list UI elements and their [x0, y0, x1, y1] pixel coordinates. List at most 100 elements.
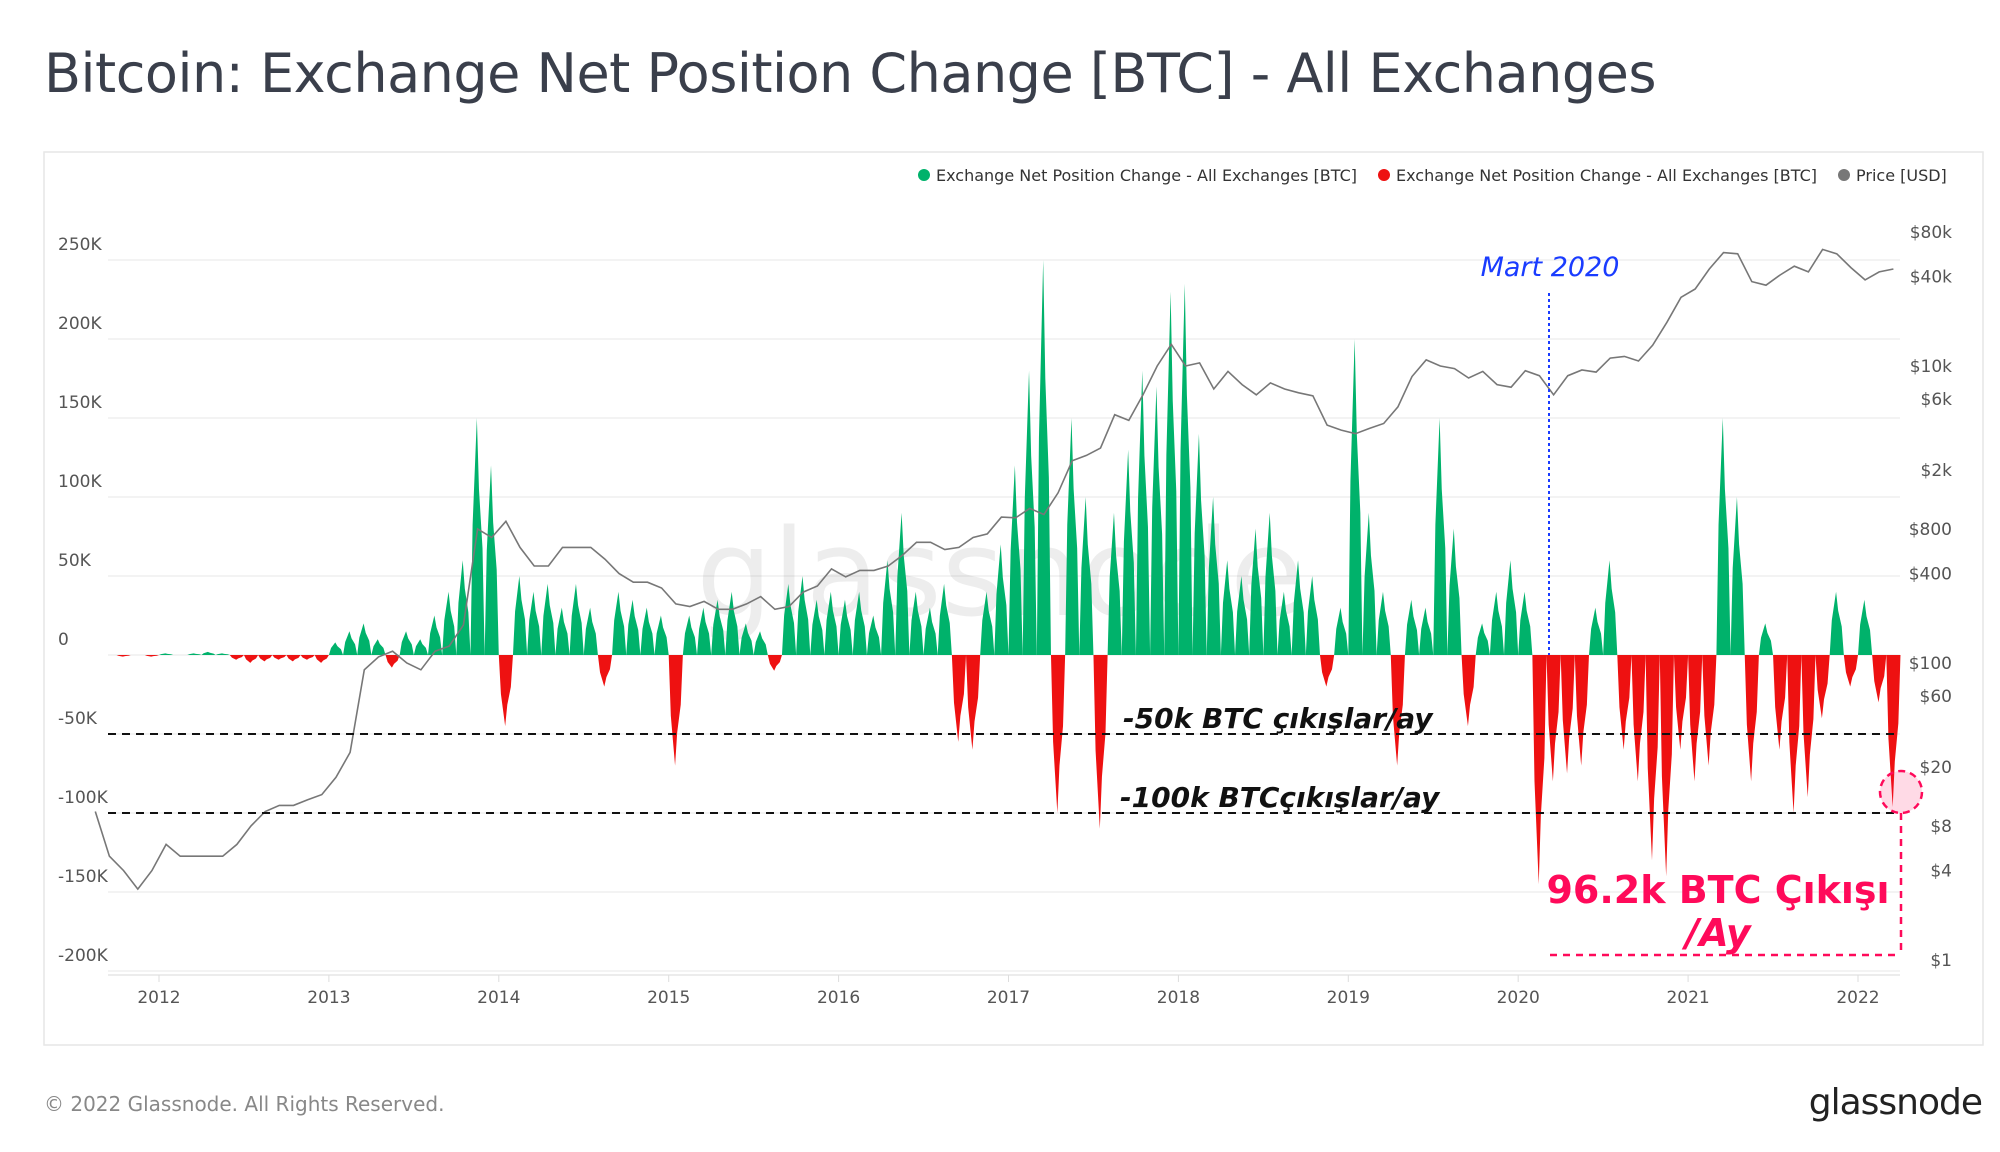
- inflow-bar: [1079, 497, 1094, 655]
- x-tick-label: 2012: [137, 988, 180, 1008]
- x-tick-label: 2017: [987, 988, 1030, 1008]
- inflow-bar: [796, 576, 811, 655]
- inflow-bar: [753, 631, 768, 655]
- inflow-bar: [1107, 512, 1122, 655]
- y-tick-label: 250K: [58, 235, 102, 255]
- right-axis: $80k $40k $10k $6k $2k $800 $400 $100 $60 $20 $8 $4…: [1909, 223, 1952, 971]
- inflow-bar: [1376, 591, 1391, 655]
- annotation-50k: -50k BTC çıkışlar/ay: [1123, 702, 1434, 735]
- inflow-bar: [1829, 591, 1844, 655]
- price-tick-label: $10k: [1910, 357, 1952, 377]
- inflow-bar: [187, 653, 202, 655]
- outflow-bar: [116, 655, 131, 657]
- inflow-bar: [711, 599, 726, 655]
- inflow-bar: [626, 599, 641, 655]
- annotation-march-2020: Mart 2020: [1481, 252, 1620, 283]
- inflow-bar: [470, 418, 485, 655]
- price-tick-label: $8: [1930, 817, 1952, 837]
- outflow-bar: [1390, 655, 1405, 766]
- inflow-bar: [541, 583, 556, 655]
- outflow-bar: [1872, 655, 1887, 703]
- price-tick-label: $400: [1909, 565, 1952, 585]
- x-tick-label: 2019: [1327, 988, 1370, 1008]
- inflow-bar: [1220, 560, 1236, 655]
- inflow-bar: [1065, 418, 1080, 655]
- inflow-bar: [612, 591, 627, 655]
- outflow-bar: [258, 655, 273, 662]
- inflow-bar: [1178, 283, 1193, 655]
- legend-price-label[interactable]: Price [USD]: [1856, 166, 1947, 185]
- inflow-bar: [1758, 623, 1774, 655]
- inflow-bar: [583, 607, 598, 655]
- x-tick-label: 2022: [1836, 988, 1879, 1008]
- y-tick-label: 150K: [58, 393, 102, 413]
- price-tick-label: $2k: [1921, 461, 1953, 481]
- legend-green-label[interactable]: Exchange Net Position Change - All Excha…: [936, 166, 1357, 185]
- annotation-100k: -100k BTCçıkışlar/ay: [1120, 781, 1441, 814]
- inflow-bar: [484, 465, 499, 655]
- outflow-bar: [385, 655, 400, 668]
- inflow-bar: [697, 607, 712, 655]
- x-tick-label: 2020: [1497, 988, 1540, 1008]
- outflow-bar: [1673, 655, 1689, 750]
- outflow-bar: [314, 655, 329, 663]
- x-tick-label: 2013: [307, 988, 350, 1008]
- inflow-bar: [1730, 497, 1745, 655]
- outflow-bar: [498, 655, 513, 727]
- inflow-bar: [640, 607, 655, 655]
- price-tick-label: $80k: [1910, 223, 1952, 243]
- outflow-bar: [229, 655, 244, 660]
- inflow-bar: [1518, 591, 1533, 655]
- inflow-bar: [555, 607, 570, 655]
- outflow-bar: [966, 655, 981, 750]
- inflow-bar: [725, 591, 740, 655]
- price-tick-label: $1: [1930, 951, 1952, 971]
- outflow-bar: [1461, 655, 1476, 727]
- legend-red-label[interactable]: Exchange Net Position Change - All Excha…: [1396, 166, 1817, 185]
- inflow-bar: [1447, 528, 1462, 655]
- inflow-bar: [413, 639, 429, 655]
- outflow-bar: [144, 655, 159, 657]
- inflow-bar: [654, 615, 669, 655]
- bars: [116, 260, 1901, 885]
- outflow-bar: [1801, 655, 1816, 798]
- legend-green-dot: [918, 169, 930, 181]
- inflow-bar: [682, 615, 698, 655]
- inflow-bar: [442, 591, 457, 655]
- inflow-bar: [1588, 607, 1604, 655]
- outflow-bar: [1744, 655, 1759, 782]
- outflow-bar: [1702, 655, 1717, 766]
- inflow-bar: [512, 576, 528, 655]
- inflow-bar: [909, 591, 924, 655]
- inflow-bar: [1263, 512, 1278, 655]
- inflow-bar: [838, 599, 853, 655]
- page-title: Bitcoin: Exchange Net Position Change [B…: [44, 42, 1656, 105]
- outflow-bar: [1815, 655, 1830, 719]
- inflow-bar: [1249, 528, 1264, 655]
- glassnode-logo[interactable]: glassnode: [1808, 1082, 1983, 1123]
- price-line: [94, 248, 1894, 891]
- y-tick-label: 0: [58, 630, 69, 650]
- y-tick-label: 100K: [58, 472, 102, 492]
- outflow-bar: [597, 655, 613, 687]
- outflow-bar: [1645, 655, 1660, 861]
- outflow-bar: [951, 655, 967, 742]
- callout-text: 96.2k BTC Çıkışı: [1546, 868, 1889, 912]
- chart-frame: [43, 151, 1984, 1046]
- outflow-bar: [1843, 655, 1858, 687]
- price-tick-label: $40k: [1910, 268, 1952, 288]
- outflow-bar: [1050, 655, 1066, 813]
- inflow-bar: [1419, 607, 1434, 655]
- inflow-bar: [399, 631, 414, 655]
- inflow-bar: [1022, 370, 1037, 655]
- inflow-bar: [1277, 591, 1292, 655]
- inflow-bar: [1858, 599, 1873, 655]
- inflow-bar: [1036, 260, 1051, 655]
- callout-text-unit: /Ay: [1681, 911, 1753, 955]
- price-tick-label: $60: [1920, 687, 1952, 707]
- inflow-bar: [215, 653, 230, 655]
- outflow-bar: [286, 655, 301, 662]
- inflow-bar: [1164, 291, 1179, 655]
- y-tick-label: 50K: [58, 551, 92, 571]
